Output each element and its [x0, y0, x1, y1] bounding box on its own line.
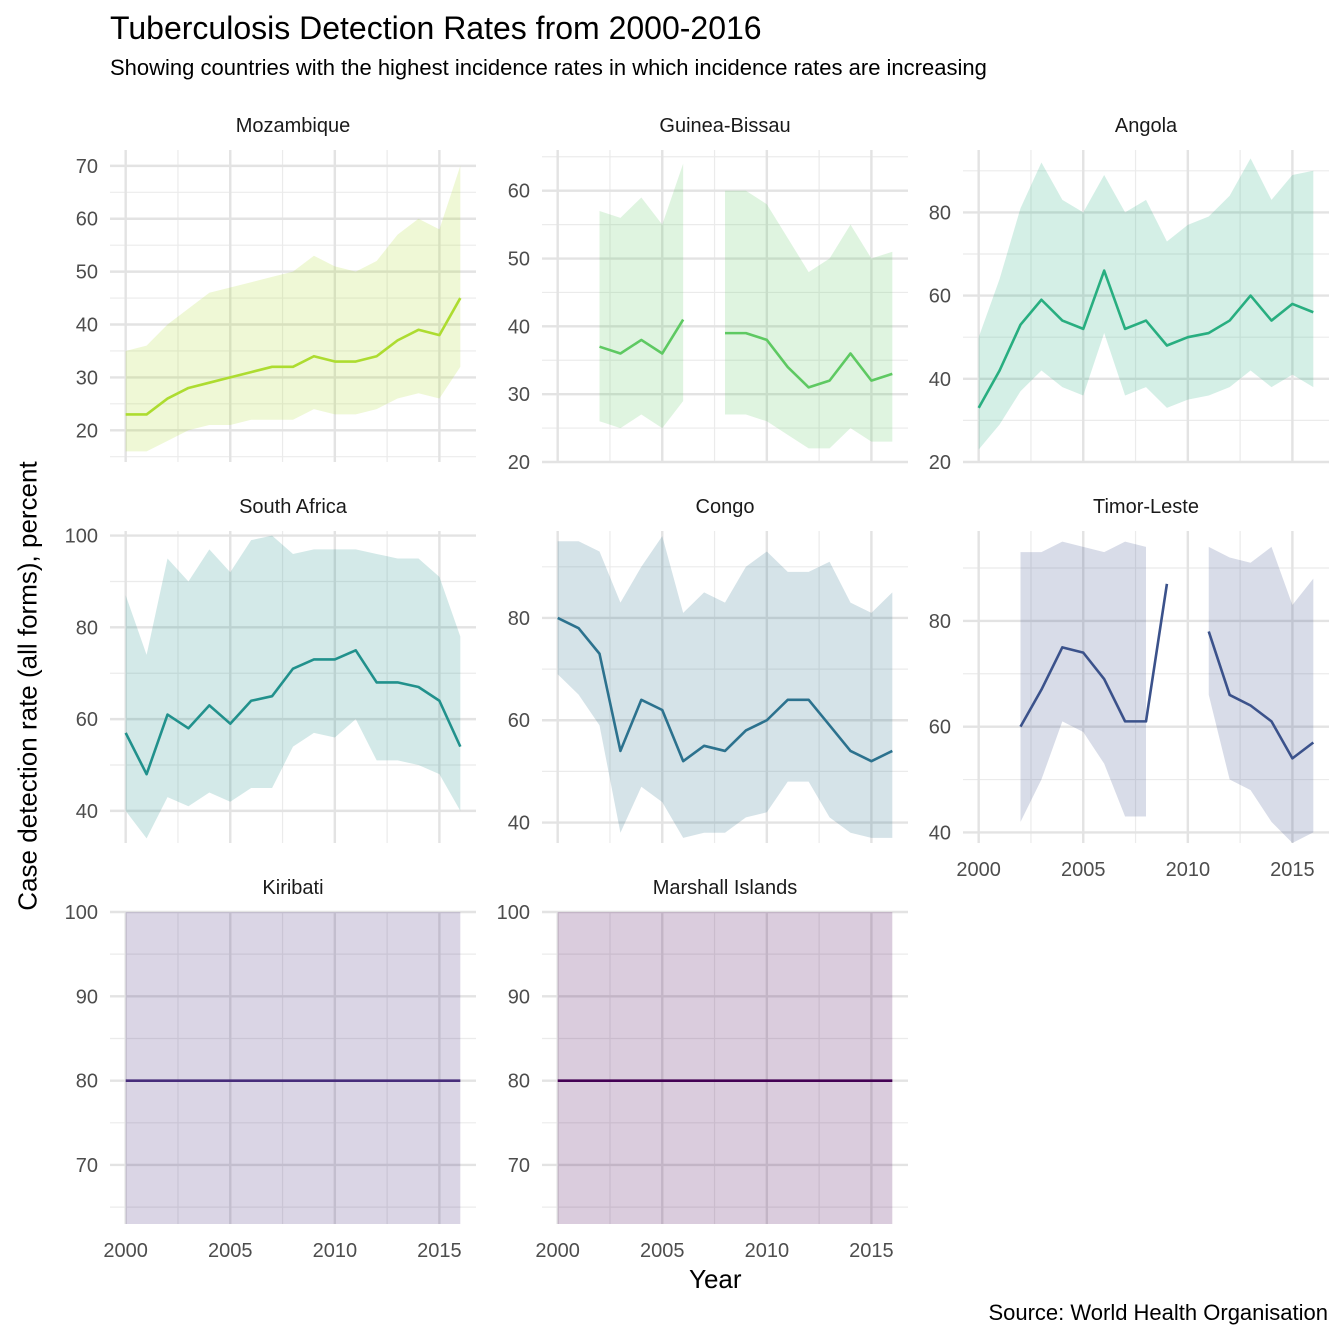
x-tick-label: 2015	[417, 1240, 462, 1262]
y-tick-label: 40	[508, 813, 530, 835]
y-tick-label: 80	[76, 617, 98, 639]
x-tick-label: 2010	[313, 1240, 358, 1262]
x-tick-label: 2015	[1270, 859, 1315, 881]
confidence-band	[978, 158, 1314, 450]
y-tick-label: 70	[76, 156, 98, 178]
y-tick-label: 80	[929, 611, 951, 633]
panel-title: Kiribati	[262, 877, 323, 899]
series-line	[599, 318, 685, 355]
y-tick-label: 40	[929, 822, 951, 844]
y-tick-label: 70	[508, 1155, 530, 1177]
panel-title: Timor-Leste	[1093, 496, 1199, 518]
confidence-band	[125, 912, 461, 1224]
chart-caption: Source: World Health Organisation	[988, 1300, 1328, 1325]
y-tick-label: 90	[76, 986, 98, 1008]
y-tick-label: 60	[76, 209, 98, 231]
y-tick-label: 40	[76, 315, 98, 337]
chart-subtitle: Showing countries with the highest incid…	[110, 55, 987, 80]
confidence-band	[1208, 546, 1314, 843]
y-tick-label: 60	[929, 717, 951, 739]
panel-congo: 40 60 80 Congo	[508, 496, 908, 843]
panel-timor-leste: 40 60 80 2000 2005 2010 2015 Timor-Leste	[929, 496, 1329, 881]
y-tick-label: 60	[508, 710, 530, 732]
y-tick-label: 100	[65, 526, 98, 548]
y-tick-label: 60	[76, 709, 98, 731]
panel-kiribati: 70 80 90 100 2000 2005 2010 2015 Kiribati	[65, 877, 476, 1262]
confidence-band	[125, 165, 461, 452]
y-tick-label: 30	[508, 384, 530, 406]
y-tick-label: 20	[76, 420, 98, 442]
panel-marshall-islands: 70 80 90 100 2000 2005 2010 2015 Marshall Island…	[497, 877, 908, 1262]
panel-title: Mozambique	[236, 115, 351, 137]
y-tick-label: 20	[508, 452, 530, 474]
y-tick-label: 80	[929, 202, 951, 224]
y-tick-label: 80	[508, 608, 530, 630]
x-tick-label: 2000	[103, 1240, 148, 1262]
confidence-band	[599, 163, 684, 429]
x-tick-label: 2010	[1166, 859, 1211, 881]
panel-title: Congo	[696, 496, 755, 518]
y-tick-label: 50	[76, 262, 98, 284]
y-tick-label: 40	[508, 316, 530, 338]
series-line	[124, 648, 462, 776]
y-tick-label: 20	[929, 452, 951, 474]
y-tick-label: 60	[929, 286, 951, 308]
y-tick-label: 30	[76, 367, 98, 389]
panel-title: South Africa	[239, 496, 348, 518]
x-tick-label: 2005	[1061, 859, 1106, 881]
y-tick-label: 80	[76, 1071, 98, 1093]
series-line	[1207, 631, 1315, 760]
y-axis-label: Case detection rate (all forms), percent	[12, 461, 43, 911]
panel-title: Guinea-Bissau	[659, 115, 790, 137]
y-tick-label: 100	[497, 902, 530, 924]
y-tick-label: 50	[508, 249, 530, 271]
x-tick-label: 2015	[849, 1240, 894, 1262]
y-tick-label: 40	[76, 801, 98, 823]
confidence-band	[557, 536, 893, 838]
panel-guinea-bissau: 20 30 40 50 60 Guinea-Bissau	[508, 115, 908, 474]
x-tick-label: 2010	[745, 1240, 790, 1262]
y-tick-label: 80	[508, 1071, 530, 1093]
series-line	[725, 331, 893, 389]
y-tick-label: 70	[76, 1155, 98, 1177]
series-line	[1019, 583, 1169, 728]
series-line	[125, 297, 462, 416]
x-tick-label: 2000	[535, 1240, 580, 1262]
series-line	[557, 616, 893, 763]
confidence-band	[125, 535, 461, 839]
x-axis-label: Year	[689, 1264, 742, 1294]
x-tick-label: 2000	[956, 859, 1001, 881]
confidence-band	[557, 912, 893, 1224]
y-tick-label: 90	[508, 986, 530, 1008]
panel-angola: 20 40 60 80 Angola	[929, 115, 1329, 474]
series-line	[977, 269, 1314, 409]
confidence-band	[1020, 541, 1146, 822]
confidence-band	[725, 190, 893, 449]
x-tick-label: 2005	[208, 1240, 253, 1262]
panel-title: Angola	[1115, 115, 1178, 137]
panel-south-africa: 40 60 80 100 South Africa	[65, 496, 476, 843]
panel-mozambique: 20 30 40 50 60 70 Mozambique	[76, 115, 476, 462]
x-tick-label: 2005	[640, 1240, 685, 1262]
chart-title: Tuberculosis Detection Rates from 2000-2…	[110, 10, 762, 46]
y-tick-label: 60	[508, 181, 530, 203]
y-tick-label: 100	[65, 902, 98, 924]
panel-title: Marshall Islands	[653, 877, 798, 899]
y-tick-label: 40	[929, 369, 951, 391]
